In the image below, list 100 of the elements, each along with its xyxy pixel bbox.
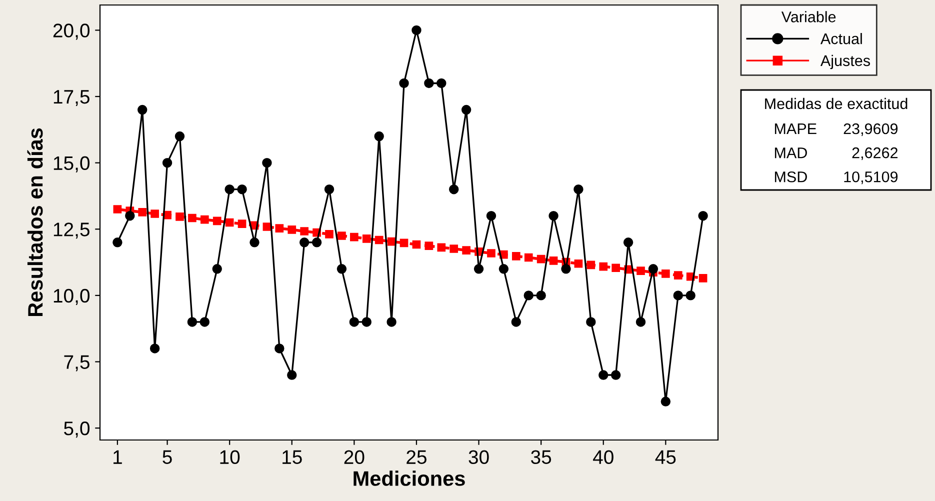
point [512,252,520,260]
text: MAD [774,148,807,158]
text: 10,5109 [844,171,898,184]
legend-label: Actual [820,32,862,44]
point [599,262,608,271]
point [636,266,645,275]
point [549,256,558,265]
y-tick-label: 5,0 [64,422,90,438]
point [412,25,422,36]
point [374,236,384,244]
point [387,237,396,246]
point [138,104,148,115]
y-tick-label: 10,0 [54,288,90,305]
point [674,271,682,280]
point [474,264,484,274]
point [212,216,222,226]
point [424,242,434,250]
point [673,290,683,300]
point [200,317,210,327]
point [113,205,122,214]
x-tick-label: 45 [655,450,676,464]
point [187,317,198,327]
point [262,158,272,168]
point [112,238,122,248]
point [461,104,472,115]
point [150,210,159,218]
y-tick-label: 12,5 [54,222,90,239]
y-tick-label: 17,5 [54,90,90,106]
point [486,211,496,221]
point [138,208,147,216]
point [212,264,222,274]
point [225,218,234,227]
text: MAPE [774,124,816,134]
point [125,211,135,221]
point [362,234,371,243]
x-tick-label: 35 [531,450,552,464]
point [176,212,184,221]
point [349,317,360,327]
point [487,249,496,258]
point [623,238,634,248]
point [636,317,646,327]
point [412,240,421,249]
legend-title: Variable [781,11,836,22]
x-tick-label: 15 [282,450,302,464]
point [424,78,434,88]
point [274,344,284,354]
point [612,264,620,272]
point [238,220,246,228]
x-tick-label: 5 [162,450,172,464]
point [524,290,534,300]
point [150,344,160,354]
text: Medidas de exactitud [765,98,908,110]
point [436,78,446,88]
point [648,264,658,274]
point [498,264,509,274]
y-tick-label: 15,0 [54,156,90,172]
point [312,238,322,248]
point [288,225,296,234]
point [462,246,470,255]
point [437,243,446,252]
point [561,264,571,274]
point [511,317,522,327]
point [450,244,458,253]
y-axis-title: Resultados en días [27,128,43,316]
text: 2,6262 [852,147,898,160]
point [237,184,247,194]
point [574,184,584,194]
point [698,274,708,282]
point [324,184,334,194]
point [536,254,546,264]
point [586,317,596,327]
point [662,270,670,278]
point [275,224,284,232]
point [610,370,621,380]
point [399,78,409,88]
point [338,232,346,240]
point [400,238,408,248]
point [536,290,546,300]
point [224,184,234,194]
y-tick-label: 20,0 [53,24,90,40]
point [262,222,272,231]
point [200,215,209,224]
point [350,232,358,242]
point [325,230,334,238]
point [299,238,310,248]
point [362,317,372,327]
point [374,131,384,142]
point [386,317,396,327]
point [548,211,558,221]
x-axis-title: Mediciones [354,470,465,486]
point [287,370,297,380]
point [174,131,185,142]
point [448,184,459,194]
text: MSD [774,171,807,182]
point [336,264,347,274]
x-tick-label: 40 [593,450,614,464]
point [250,238,260,248]
legend-label: Ajustes [820,54,870,70]
text: 23,9609 [844,123,898,136]
point [586,260,596,270]
